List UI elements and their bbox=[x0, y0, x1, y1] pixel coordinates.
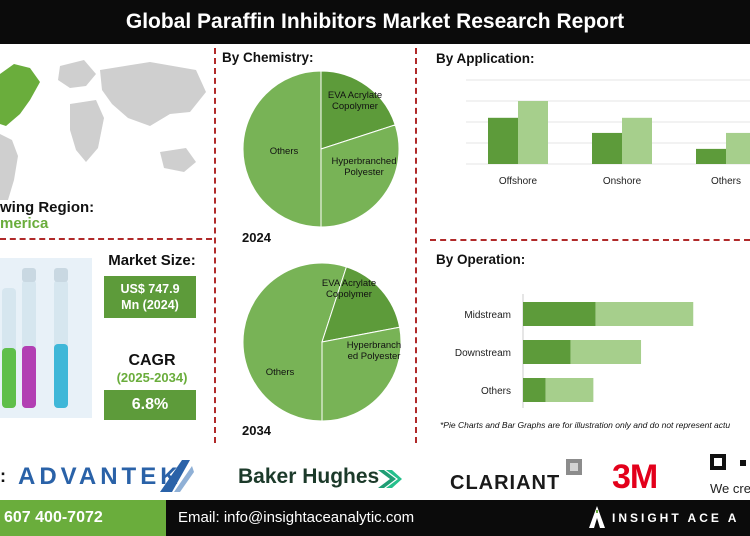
op-bar-downstream-0 bbox=[523, 340, 571, 364]
pie-2034-label-others: Others bbox=[265, 367, 295, 378]
pie-2024-slice-1 bbox=[320, 70, 396, 150]
pie-2034-label-eva: EVA Acrylate Copolymer bbox=[321, 278, 377, 301]
region-value: merica bbox=[0, 215, 49, 232]
app-tick-label: Others bbox=[711, 176, 741, 187]
clariant-logo: CLARIANT bbox=[450, 472, 561, 494]
market-size-value: US$ 747.9 Mn (2024) bbox=[104, 276, 196, 318]
3m-logo: 3M bbox=[612, 458, 658, 496]
pie-2034-slice-1 bbox=[321, 266, 401, 343]
op-bar-others-0 bbox=[523, 378, 546, 402]
cagr-years: (2025-2034) bbox=[116, 370, 188, 385]
chart-disclaimer: *Pie Charts and Bar Graphs are for illus… bbox=[440, 420, 731, 430]
partner-tagline: We cre bbox=[710, 481, 750, 496]
op-tick-label: Midstream bbox=[464, 310, 511, 321]
pie-2024-slice-2 bbox=[320, 124, 400, 228]
app-bar-onshore-0 bbox=[592, 132, 622, 164]
op-tick-label: Others bbox=[481, 386, 511, 397]
pie-2024-label-eva: EVA Acrylate Copolymer bbox=[327, 90, 383, 113]
chemistry-heading: By Chemistry: bbox=[222, 50, 314, 65]
application-heading: By Application: bbox=[436, 51, 535, 66]
operation-bar-chart: Midstream Downstream Others bbox=[455, 294, 694, 408]
pie-2034-label-hyper: Hyperbranch ed Polyester bbox=[346, 340, 402, 363]
insight-ace-icon bbox=[589, 506, 605, 528]
app-bar-onshore-1 bbox=[622, 117, 652, 164]
pie-chart-2024 bbox=[242, 70, 400, 228]
application-bar-chart: Offshore Onshore Others bbox=[466, 79, 750, 187]
pie-2034-slice-2 bbox=[321, 326, 402, 422]
app-bar-offshore-1 bbox=[518, 101, 548, 164]
page-title: Global Paraffin Inhibitors Market Resear… bbox=[125, 10, 625, 33]
footer-email[interactable]: Email: info@insightaceanalytic.com bbox=[178, 509, 415, 526]
app-bar-others-0 bbox=[696, 148, 726, 164]
title-bar bbox=[0, 0, 750, 44]
market-size-line2: Mn (2024) bbox=[121, 298, 179, 312]
pie-2024-label-hyper: Hyperbranched Polyester bbox=[331, 156, 397, 179]
app-tick-label: Offshore bbox=[499, 176, 538, 187]
pie-2034-year: 2034 bbox=[242, 423, 271, 438]
advantek-logo: ADVANTEK bbox=[18, 463, 182, 490]
baker-hughes-logo: Baker Hughes bbox=[238, 465, 380, 488]
logos-colon: : bbox=[0, 466, 6, 486]
pie-2034-slice-0 bbox=[242, 262, 348, 422]
clariant-icon bbox=[566, 459, 582, 475]
footer-brand: INSIGHT ACE A bbox=[612, 511, 740, 525]
app-bar-offshore-0 bbox=[488, 117, 518, 164]
app-tick-label: Onshore bbox=[603, 176, 642, 187]
cagr-label: CAGR bbox=[128, 352, 176, 369]
partner-logo-icon bbox=[710, 454, 746, 470]
op-bar-midstream-0 bbox=[523, 302, 596, 326]
baker-hughes-icon bbox=[378, 470, 402, 488]
footer-phone[interactable]: 607 400-7072 bbox=[4, 509, 103, 526]
vials-image bbox=[0, 258, 92, 418]
divider-right-h bbox=[430, 239, 750, 241]
divider-right bbox=[415, 48, 417, 443]
divider-left bbox=[214, 48, 216, 443]
app-bar-others-1 bbox=[726, 132, 750, 164]
pie-2024-slice-0 bbox=[242, 70, 322, 228]
op-bar-midstream-1 bbox=[595, 302, 694, 326]
advantek-swoosh-icon bbox=[160, 460, 194, 492]
cagr-value: 6.8% bbox=[104, 390, 196, 420]
market-size-label: Market Size: bbox=[108, 252, 196, 269]
region-label: wing Region: bbox=[0, 199, 95, 216]
pie-2024-year: 2024 bbox=[242, 230, 271, 245]
operation-heading: By Operation: bbox=[436, 252, 526, 267]
op-tick-label: Downstream bbox=[455, 348, 511, 359]
pie-2024-label-others: Others bbox=[269, 146, 299, 157]
pie-chart-2034 bbox=[242, 262, 402, 422]
op-bar-downstream-1 bbox=[570, 340, 642, 364]
market-size-line1: US$ 747.9 bbox=[120, 281, 180, 296]
op-bar-others-1 bbox=[545, 378, 594, 402]
divider-left-h bbox=[0, 238, 212, 240]
world-map bbox=[0, 60, 206, 200]
footer-phone-bg bbox=[0, 500, 166, 536]
